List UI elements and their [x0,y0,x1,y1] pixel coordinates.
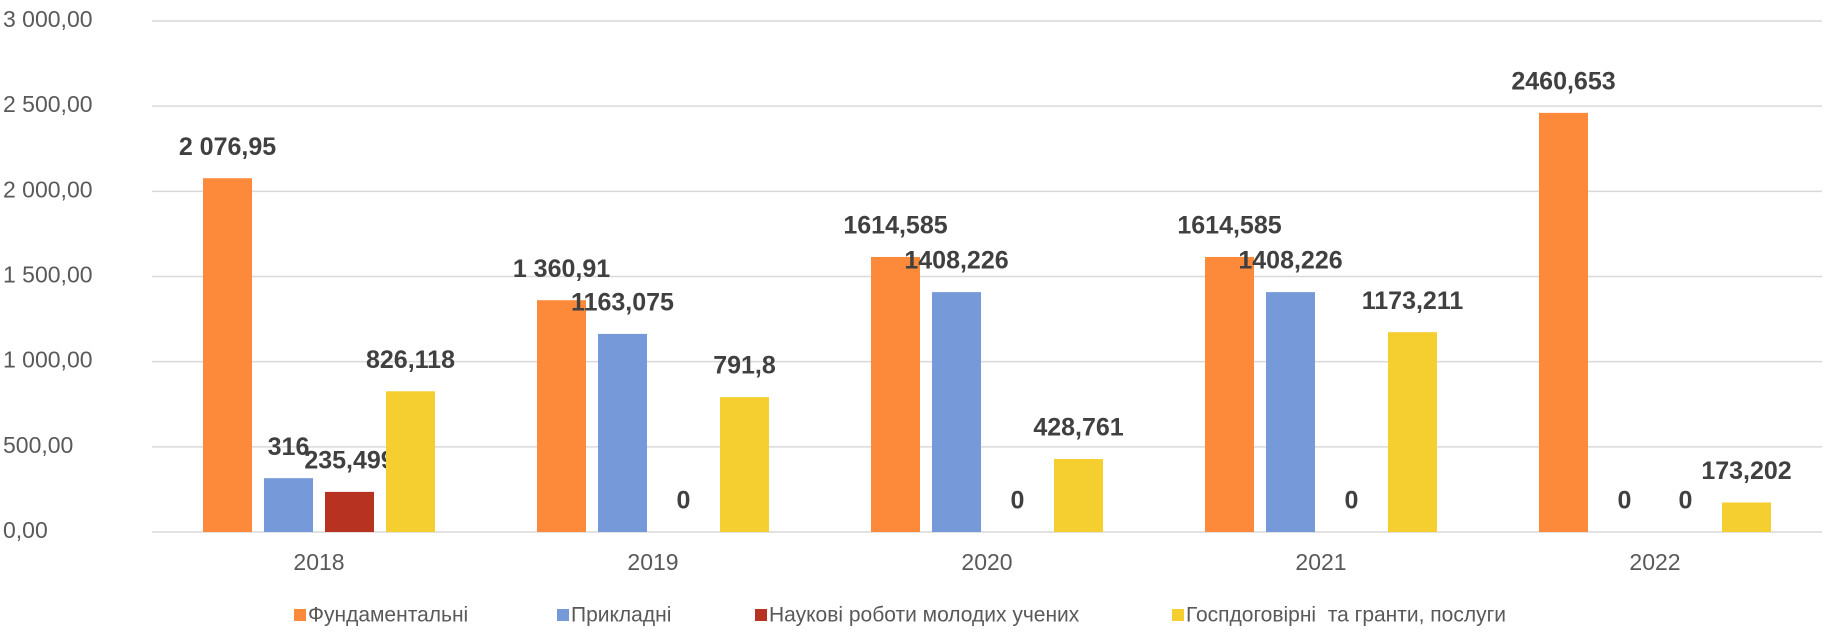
bar [203,178,252,532]
data-label: 2460,653 [1511,67,1615,95]
data-label: 0 [677,487,691,515]
bar [325,491,374,532]
bar [871,256,920,532]
bar [1388,332,1437,532]
bar [1722,502,1771,532]
data-label: 1614,585 [843,212,947,240]
bar [1205,256,1254,532]
x-tick-label: 2018 [293,549,344,575]
bar [932,292,981,532]
bar [537,300,586,532]
data-label: 2 076,95 [179,133,276,161]
data-label: 428,761 [1033,414,1123,442]
x-tick-label: 2020 [961,549,1012,575]
y-tick-label: 1 000,00 [3,347,93,373]
data-label: 1408,226 [904,247,1008,275]
legend-swatch [1172,609,1184,621]
legend-swatch [557,609,569,621]
legend-label: Наукові роботи молодих учених [769,604,1080,627]
y-tick-label: 500,00 [3,432,73,458]
y-tick-label: 0,00 [3,517,48,543]
data-label: 0 [1618,487,1632,515]
data-label: 0 [1345,487,1359,515]
data-label: 1408,226 [1238,247,1342,275]
data-label: 1 360,91 [513,255,610,283]
data-label: 1163,075 [571,288,674,316]
y-tick-label: 2 000,00 [3,176,93,202]
data-label: 0 [1679,487,1693,515]
bar [386,391,435,532]
legend-label: Фундаментальні [308,604,468,627]
data-label: 316 [268,433,310,461]
bar [264,478,313,532]
legend-swatch [755,609,767,621]
legend-label: Госпдоговірні та гранти, послуги [1186,604,1506,627]
bar [1266,292,1315,532]
bar [1054,458,1103,532]
data-label: 0 [1011,487,1025,515]
y-tick-label: 3 000,00 [3,6,93,32]
bar [1539,112,1588,532]
bar [598,333,647,532]
y-tick-label: 1 500,00 [3,262,93,288]
data-label: 235,499 [304,446,394,474]
x-tick-label: 2022 [1629,549,1680,575]
data-label: 173,202 [1701,457,1791,485]
data-label: 1614,585 [1177,212,1281,240]
data-label: 791,8 [713,352,776,380]
data-label: 1173,211 [1362,287,1464,315]
bar [720,397,769,532]
legend-label: Прикладні [571,604,671,627]
x-tick-label: 2021 [1295,549,1346,575]
x-tick-label: 2019 [627,549,678,575]
y-tick-label: 2 500,00 [3,91,93,117]
data-label: 826,118 [366,346,455,374]
legend-swatch [294,609,306,621]
